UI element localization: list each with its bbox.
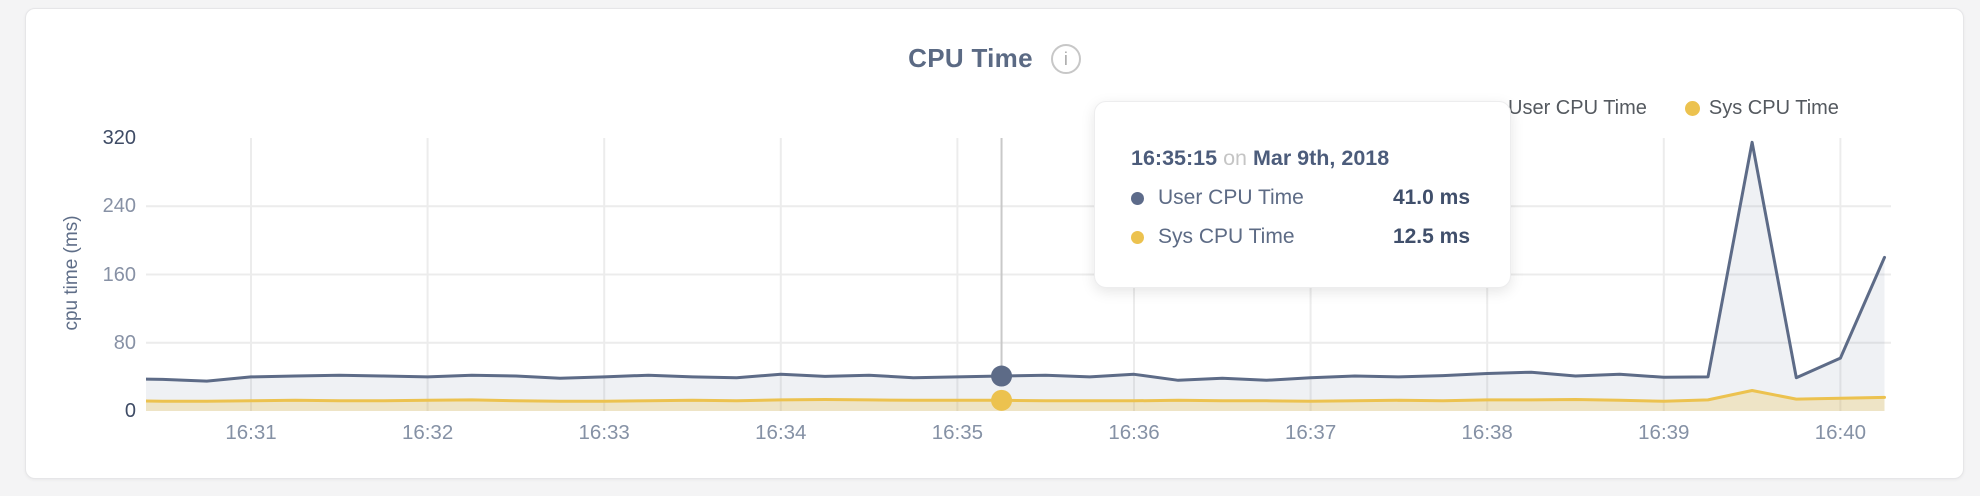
chart-plot-area[interactable] — [146, 131, 1891, 417]
tooltip-sys-dot-icon — [1131, 230, 1144, 244]
chart-title: CPU Time — [908, 43, 1033, 73]
y-tick-label: 240 — [102, 195, 136, 218]
user-marker — [991, 365, 1013, 387]
tooltip-time: 16:35:15 — [1131, 146, 1218, 170]
x-tick-label: 16:35 — [931, 421, 984, 444]
sys-marker — [991, 389, 1013, 411]
tooltip-user-label: User CPU Time — [1158, 186, 1304, 209]
y-tick-label: 320 — [102, 127, 136, 149]
y-tick-label: 80 — [113, 331, 136, 354]
x-tick-label: 16:37 — [1284, 421, 1337, 444]
tooltip-title: 16:35:15 on Mar 9th, 2018 — [1131, 146, 1470, 171]
x-tick-label: 16:36 — [1108, 421, 1160, 444]
tooltip-on-word: on — [1223, 146, 1247, 170]
info-icon[interactable]: i — [1050, 43, 1081, 74]
legend-dot-sys-icon — [1684, 101, 1700, 116]
user-line — [146, 140, 1886, 383]
x-tick-label: 16:34 — [755, 421, 807, 444]
x-tick-label: 16:33 — [578, 421, 630, 444]
x-tick-label: 16:38 — [1461, 421, 1513, 444]
y-tick-label: 160 — [102, 263, 136, 286]
y-tick-label: 0 — [124, 400, 136, 422]
x-tick-label: 16:31 — [225, 421, 277, 444]
x-tick-label: 16:32 — [401, 421, 454, 444]
chart-card: CPU Time i User CPU Time Sys CPU Time cp… — [25, 8, 1964, 479]
tooltip-user-dot-icon — [1131, 191, 1144, 205]
x-tick-label: 16:39 — [1638, 421, 1690, 444]
tooltip-date: Mar 9th, 2018 — [1252, 146, 1390, 170]
user-area-fill — [146, 142, 1885, 411]
chart-legend: User CPU Time Sys CPU Time — [1484, 97, 1839, 120]
legend-label-user: User CPU Time — [1508, 97, 1647, 119]
chart-header: CPU Time i — [26, 43, 1963, 74]
tooltip-sys-label: Sys CPU Time — [1158, 225, 1295, 248]
tooltip-row-sys: Sys CPU Time 12.5 ms — [1131, 225, 1470, 249]
tooltip-row-user: User CPU Time 41.0 ms — [1131, 186, 1470, 210]
tooltip-sys-value: 12.5 ms — [1392, 225, 1470, 248]
legend-item-sys[interactable]: Sys CPU Time — [1684, 97, 1839, 120]
legend-label-sys: Sys CPU Time — [1708, 97, 1839, 119]
chart-tooltip: 16:35:15 on Mar 9th, 2018 User CPU Time … — [1094, 101, 1511, 288]
tooltip-user-value: 41.0 ms — [1392, 186, 1470, 209]
x-tick-label: 16:40 — [1814, 421, 1867, 444]
